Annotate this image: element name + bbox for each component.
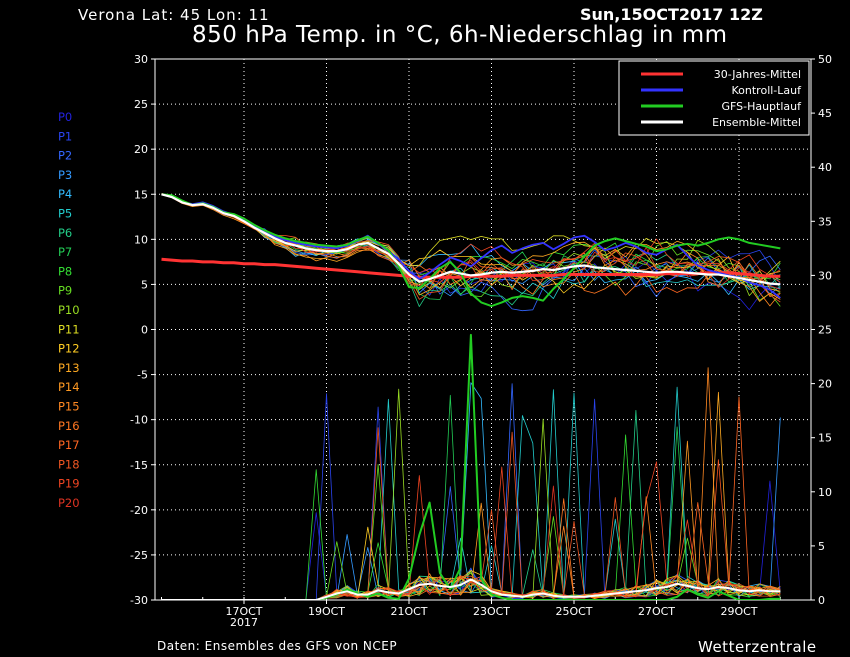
x-tick-label: 27OCT <box>638 605 675 618</box>
y-tick-label-right: 40 <box>818 161 832 174</box>
x-tick-label: 23OCT <box>473 605 510 618</box>
y-tick-label-left: 5 <box>141 278 148 291</box>
y-tick-label-right: 0 <box>818 594 825 607</box>
location-label: Verona Lat: 45 Lon: 11 <box>78 6 270 24</box>
member-label: P4 <box>58 187 72 201</box>
member-label: P2 <box>58 149 72 163</box>
x-tick-label: 29OCT <box>720 605 757 618</box>
member-label: P3 <box>58 168 72 182</box>
y-tick-label-left: -10 <box>130 414 148 427</box>
member-label: P18 <box>58 457 80 471</box>
member-temp-line <box>161 193 781 303</box>
y-tick-label-right: 30 <box>818 269 832 282</box>
member-precip-line <box>161 386 781 600</box>
member-temp-line <box>161 194 781 298</box>
legend-entry-label: Kontroll-Lauf <box>732 84 803 97</box>
member-precip-line <box>161 367 781 600</box>
member-label: P16 <box>58 419 80 433</box>
member-label: P7 <box>58 245 72 259</box>
y-tick-label-right: 5 <box>818 540 825 553</box>
y-tick-label-left: -25 <box>130 549 148 562</box>
y-tick-label-left: 30 <box>134 53 148 66</box>
y-tick-label-left: 10 <box>134 233 148 246</box>
y-tick-label-left: 25 <box>134 98 148 111</box>
member-precip-line <box>161 391 781 600</box>
x-tick-label: 17OCT <box>225 605 262 618</box>
y-tick-label-right: 20 <box>818 378 832 391</box>
y-tick-label-right: 10 <box>818 486 832 499</box>
y-tick-label-right: 45 <box>818 107 832 120</box>
member-label: P11 <box>58 322 80 336</box>
y-tick-label-right: 35 <box>818 215 832 228</box>
x-tick-label: 21OCT <box>390 605 427 618</box>
y-tick-label-left: -5 <box>137 369 148 382</box>
member-label: P19 <box>58 477 80 491</box>
y-tick-label-left: 0 <box>141 324 148 337</box>
y-tick-label-right: 15 <box>818 432 832 445</box>
member-label: P20 <box>58 496 80 510</box>
y-tick-label-left: -15 <box>130 459 148 472</box>
member-label: P10 <box>58 303 80 317</box>
data-layer <box>161 193 781 600</box>
x-tick-label: 25OCT <box>555 605 592 618</box>
member-label: P12 <box>58 342 80 356</box>
chart-title: 850 hPa Temp. in °C, 6h-Niederschlag in … <box>192 22 728 48</box>
legend-entry-label: Ensemble-Mittel <box>712 116 801 129</box>
member-label: P5 <box>58 207 72 221</box>
y-tick-label-left: -30 <box>130 594 148 607</box>
member-label: P17 <box>58 438 80 452</box>
main-run-precip-line <box>161 333 781 600</box>
y-tick-label-right: 25 <box>818 324 832 337</box>
member-label: P6 <box>58 226 72 240</box>
y-tick-label-left: 15 <box>134 188 148 201</box>
member-precip-line <box>161 440 781 600</box>
member-label: P8 <box>58 264 72 278</box>
legend-entry-label: GFS-Hauptlauf <box>721 100 802 113</box>
run-date-label: Sun,15OCT2017 12Z <box>580 5 763 24</box>
member-label: P9 <box>58 284 72 298</box>
ensemble-mean-precip-line <box>161 578 781 600</box>
x-tick-sublabel: 2017 <box>230 616 258 629</box>
member-precip-line <box>161 396 781 600</box>
member-precip-line <box>161 382 781 600</box>
member-temp-line <box>161 194 781 296</box>
ensemble-mean-temp-line <box>161 193 781 286</box>
x-tick-label: 19OCT <box>308 605 345 618</box>
member-temp-line <box>161 193 781 302</box>
member-precip-line <box>161 409 781 600</box>
member-label: P13 <box>58 361 80 375</box>
member-label: P0 <box>58 110 72 124</box>
member-label: P1 <box>58 129 72 143</box>
brand-label: Wetterzentrale <box>698 638 817 656</box>
member-precip-line <box>161 427 781 600</box>
legend-entry-label: 30-Jahres-Mittel <box>714 68 801 81</box>
member-label: P15 <box>58 400 80 414</box>
main-run-temp-line <box>161 193 781 308</box>
y-tick-label-left: 20 <box>134 143 148 156</box>
member-precip-line <box>161 383 781 600</box>
y-tick-label-left: -20 <box>130 504 148 517</box>
y-tick-label-right: 50 <box>818 53 832 66</box>
member-label: P14 <box>58 380 80 394</box>
data-source-label: Daten: Ensembles des GFS von NCEP <box>157 639 398 653</box>
